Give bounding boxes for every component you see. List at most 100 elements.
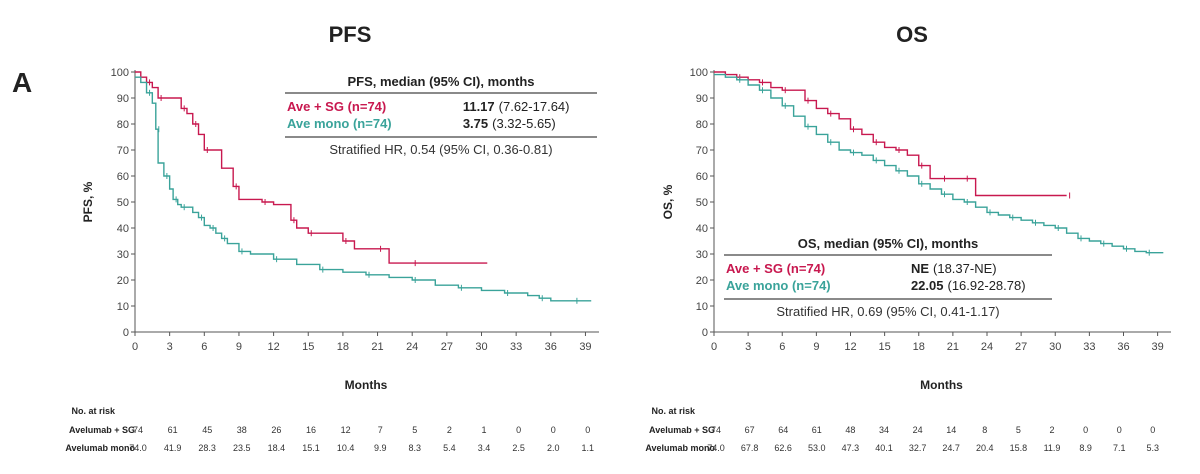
risk-cell: 0 xyxy=(516,425,521,435)
x-tick-label: 18 xyxy=(337,341,349,353)
risk-row-label: Avelumab mono xyxy=(645,443,715,453)
risk-cell: 74 xyxy=(711,425,721,435)
risk-cell: 15.8 xyxy=(1010,443,1028,453)
x-tick-label: 12 xyxy=(267,341,279,353)
y-tick-label: 0 xyxy=(123,327,129,339)
risk-cell: 0 xyxy=(585,425,590,435)
legend-median: NE xyxy=(911,261,929,276)
legend-footer: Stratified HR, 0.54 (95% CI, 0.36-0.81) xyxy=(329,142,552,157)
risk-cell: 26 xyxy=(271,425,281,435)
risk-cell: 16 xyxy=(306,425,316,435)
risk-cell: 2 xyxy=(447,425,452,435)
risk-cell: 20.4 xyxy=(976,443,994,453)
x-axis-label: Months xyxy=(345,378,388,392)
risk-cell: 67 xyxy=(745,425,755,435)
y-tick-label: 20 xyxy=(117,275,129,287)
risk-cell: 12 xyxy=(341,425,351,435)
risk-cell: 14 xyxy=(946,425,956,435)
risk-cell: 24 xyxy=(913,425,923,435)
km-curve-series-1 xyxy=(714,73,1164,254)
legend-row-stats: 11.17 (7.62-17.64) xyxy=(463,99,570,114)
legend-row-stats: 22.05 (16.92-28.78) xyxy=(911,278,1026,293)
x-tick-label: 21 xyxy=(947,341,959,353)
risk-cell: 0 xyxy=(1117,425,1122,435)
x-tick-label: 24 xyxy=(981,341,993,353)
risk-cell: 2.5 xyxy=(512,443,525,453)
legend-ci: (16.92-28.78) xyxy=(948,278,1026,293)
risk-cell: 7 xyxy=(378,425,383,435)
risk-cell: 67.8 xyxy=(741,443,759,453)
legend-row-stats: NE (18.37-NE) xyxy=(911,261,997,276)
y-tick-label: 20 xyxy=(696,275,708,287)
y-tick-label: 60 xyxy=(117,171,129,183)
x-tick-label: 0 xyxy=(711,341,717,353)
legend-median: 11.17 xyxy=(463,99,495,114)
y-tick-label: 10 xyxy=(696,301,708,313)
legend-row-label: Ave mono (n=74) xyxy=(726,278,831,293)
risk-header: No. at risk xyxy=(651,406,696,416)
risk-cell: 48 xyxy=(845,425,855,435)
legend-ci: (18.37-NE) xyxy=(933,261,997,276)
risk-cell: 8.3 xyxy=(409,443,422,453)
x-tick-label: 15 xyxy=(302,341,314,353)
risk-cell: 3.4 xyxy=(478,443,491,453)
risk-cell: 0 xyxy=(1083,425,1088,435)
x-tick-label: 12 xyxy=(844,341,856,353)
risk-cell: 45 xyxy=(202,425,212,435)
risk-cell: 74.0 xyxy=(129,443,147,453)
y-tick-label: 60 xyxy=(696,171,708,183)
x-tick-label: 36 xyxy=(1117,341,1129,353)
chart-title: PFS xyxy=(329,22,372,47)
risk-row-label: Avelumab mono xyxy=(65,443,135,453)
risk-cell: 34 xyxy=(879,425,889,435)
risk-cell: 74 xyxy=(133,425,143,435)
x-tick-label: 9 xyxy=(813,341,819,353)
risk-cell: 8.9 xyxy=(1079,443,1092,453)
x-tick-label: 0 xyxy=(132,341,138,353)
x-tick-label: 6 xyxy=(779,341,785,353)
risk-row-label: Avelumab + SG xyxy=(69,425,135,435)
risk-cell: 15.1 xyxy=(302,443,320,453)
y-tick-label: 90 xyxy=(117,93,129,105)
x-tick-label: 39 xyxy=(579,341,591,353)
risk-cell: 23.5 xyxy=(233,443,251,453)
risk-cell: 5.4 xyxy=(443,443,456,453)
legend-footer: Stratified HR, 0.69 (95% CI, 0.41-1.17) xyxy=(776,304,999,319)
x-axis-label: Months xyxy=(920,378,963,392)
y-tick-label: 30 xyxy=(696,249,708,261)
x-tick-label: 3 xyxy=(167,341,173,353)
legend-header: OS, median (95% CI), months xyxy=(798,236,979,251)
risk-cell: 61 xyxy=(168,425,178,435)
risk-cell: 1 xyxy=(481,425,486,435)
x-tick-label: 6 xyxy=(201,341,207,353)
legend-median: 3.75 xyxy=(463,116,488,131)
km-curve-series-1 xyxy=(135,76,592,302)
y-axis-label: OS, % xyxy=(661,184,675,219)
risk-cell: 18.4 xyxy=(268,443,286,453)
legend-row-stats: 3.75 (3.32-5.65) xyxy=(463,116,556,131)
y-tick-label: 40 xyxy=(696,223,708,235)
y-tick-label: 80 xyxy=(117,119,129,131)
risk-cell: 5 xyxy=(412,425,417,435)
x-tick-label: 33 xyxy=(510,341,522,353)
x-tick-label: 30 xyxy=(1049,341,1061,353)
legend-header: PFS, median (95% CI), months xyxy=(347,74,534,89)
risk-cell: 74.0 xyxy=(707,443,725,453)
risk-cell: 24.7 xyxy=(942,443,960,453)
risk-cell: 8 xyxy=(982,425,987,435)
km-curve-series-0 xyxy=(714,71,1067,197)
y-tick-label: 100 xyxy=(690,67,708,79)
risk-cell: 7.1 xyxy=(1113,443,1126,453)
x-tick-label: 39 xyxy=(1152,341,1164,353)
y-tick-label: 30 xyxy=(117,249,129,261)
risk-cell: 32.7 xyxy=(909,443,927,453)
x-tick-label: 24 xyxy=(406,341,418,353)
legend-row-label: Ave mono (n=74) xyxy=(287,116,392,131)
risk-cell: 5 xyxy=(1016,425,1021,435)
y-tick-label: 10 xyxy=(117,301,129,313)
risk-cell: 53.0 xyxy=(808,443,826,453)
legend-row-label: Ave + SG (n=74) xyxy=(726,261,825,276)
